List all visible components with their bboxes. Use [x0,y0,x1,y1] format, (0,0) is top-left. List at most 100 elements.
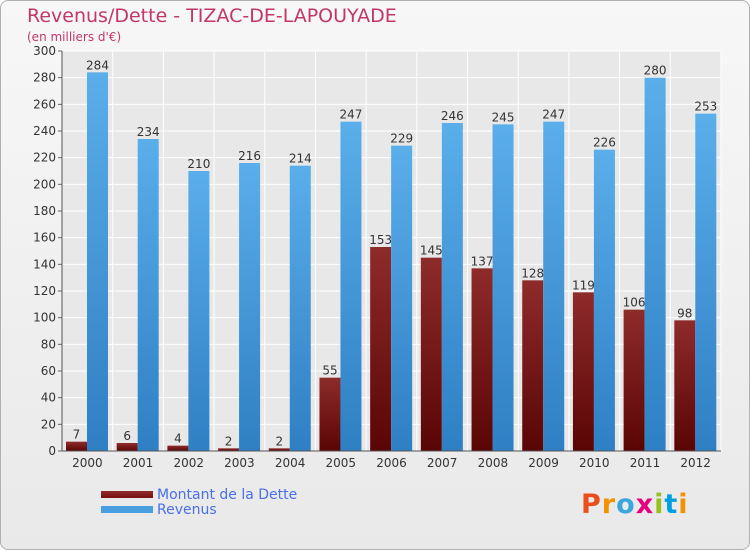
bar-revenus [543,121,565,452]
bar-revenus [695,113,717,452]
data-label-dette: 7 [73,428,81,442]
proxiti-logo: Proxiti [581,489,689,520]
bar-revenus [289,165,311,451]
data-label-revenus: 245 [492,110,515,124]
legend-label-revenus: Revenus [157,501,217,518]
data-label-dette: 106 [623,296,646,310]
legend-swatch-revenus [101,506,153,513]
bar-revenus [137,139,159,451]
bar-revenus [492,124,514,451]
chart-subtitle: (en milliers d'€) [27,30,122,44]
chart-title: Revenus/Dette - TIZAC-DE-LAPOUYADE [27,5,397,27]
bar-revenus [188,171,210,451]
data-label-revenus: 214 [289,152,312,166]
data-label-dette: 98 [677,306,692,320]
legend-item-revenus: Revenus [101,501,297,518]
y-tick-label: 60 [41,364,56,378]
x-tick-label: 2000 [72,456,103,470]
x-tick-label: 2003 [224,456,255,470]
data-label-revenus: 284 [86,58,109,72]
bar-revenus [644,77,666,452]
legend-label-debt: Montant de la Dette [157,486,298,503]
y-tick-label: 240 [33,124,56,138]
logo-letter: P [581,489,602,520]
y-tick-label: 300 [33,44,56,58]
data-label-dette: 2 [225,434,233,448]
bar-dette [572,292,594,451]
bar-dette [66,441,87,451]
x-tick-label: 2009 [528,456,559,470]
y-tick-label: 160 [33,231,56,245]
y-tick-label: 0 [48,444,56,458]
bar-dette [167,445,189,451]
y-tick-label: 80 [41,337,56,351]
data-label-revenus: 280 [644,64,667,78]
data-label-revenus: 210 [187,157,210,171]
x-tick-label: 2005 [326,456,357,470]
y-tick-label: 200 [33,177,56,191]
y-tick-label: 180 [33,204,56,218]
x-tick-label: 2007 [427,456,458,470]
bar-dette [218,448,240,451]
x-tick-label: 2004 [275,456,306,470]
x-tick-label: 2011 [630,456,661,470]
logo-letter: i [678,489,689,520]
y-tick-label: 220 [33,151,56,165]
bar-dette [623,309,645,451]
y-tick-label: 260 [33,97,56,111]
y-tick-label: 140 [33,257,56,271]
bar-dette [319,377,341,451]
logo-letter: o [616,489,636,520]
data-label-revenus: 229 [390,132,413,146]
x-tick-label: 2001 [123,456,154,470]
bar-dette [116,443,138,451]
bar-dette [522,280,544,451]
data-label-dette: 145 [420,244,443,258]
bar-dette [420,257,442,451]
bar-revenus [239,163,261,451]
y-tick-label: 280 [33,71,56,85]
data-label-dette: 153 [369,233,392,247]
bar-revenus [391,145,413,451]
data-label-revenus: 247 [542,108,565,122]
data-label-revenus: 234 [137,125,160,139]
logo-letter: r [601,489,617,520]
logo-letter: i [654,489,665,520]
data-label-revenus: 226 [593,136,616,150]
bar-revenus [340,121,362,452]
y-tick-label: 120 [33,284,56,298]
logo-letter: x [635,489,655,520]
legend-swatch-debt [101,491,153,498]
legend-item-debt: Montant de la Dette [101,486,298,503]
data-label-dette: 55 [322,364,337,378]
y-tick-label: 40 [41,391,56,405]
data-label-revenus: 216 [238,149,261,163]
data-label-revenus: 247 [340,108,363,122]
data-label-dette: 137 [471,254,494,268]
data-label-dette: 128 [521,266,544,280]
data-label-revenus: 253 [694,100,717,114]
y-tick-label: 100 [33,311,56,325]
data-label-revenus: 246 [441,109,464,123]
bar-revenus [593,149,615,451]
data-label-dette: 2 [275,434,283,448]
legend: Montant de la Dette Revenus [101,486,298,518]
data-label-dette: 6 [123,429,131,443]
x-tick-label: 2002 [173,456,204,470]
data-label-dette: 4 [174,432,182,446]
x-tick-label: 2006 [376,456,407,470]
x-tick-label: 2012 [680,456,711,470]
logo-letter: t [664,489,679,520]
bar-dette [268,448,290,451]
bar-dette [674,320,696,451]
bar-revenus [441,123,463,451]
bar-dette [370,247,392,451]
x-tick-label: 2008 [478,456,509,470]
data-label-dette: 119 [572,278,595,292]
bar-dette [471,268,493,451]
x-tick-label: 2010 [579,456,610,470]
bar-revenus [87,72,108,451]
y-tick-label: 20 [41,417,56,431]
